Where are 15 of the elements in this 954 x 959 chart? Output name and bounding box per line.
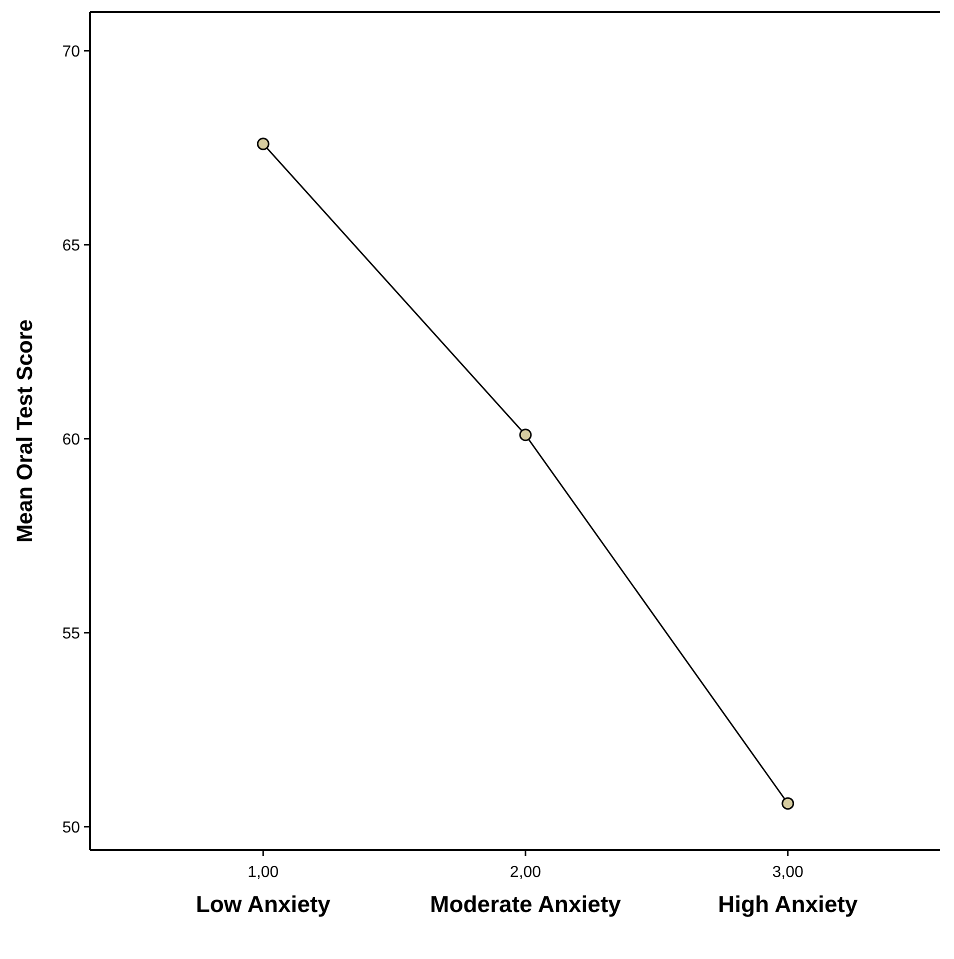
text: Moderate Anxiety <box>430 891 622 917</box>
text: Low Anxiety <box>196 891 331 917</box>
x-tick-label: 3,00 <box>772 864 804 881</box>
point <box>256 138 270 150</box>
x-tick-label: 1,00 <box>248 864 279 881</box>
y-tick-label: 65 <box>62 237 80 254</box>
x-tick-label: 2,00 <box>510 864 542 881</box>
y-axis-title: Mean Oral Test Score <box>12 319 37 543</box>
y-tick-label: 60 <box>62 431 80 448</box>
text: High Anxiety <box>718 891 858 917</box>
point <box>519 428 532 442</box>
y-tick-label: 70 <box>62 43 80 60</box>
y-tick-label: 55 <box>62 625 80 642</box>
y-tick-label: 50 <box>62 819 80 836</box>
point <box>782 797 794 810</box>
